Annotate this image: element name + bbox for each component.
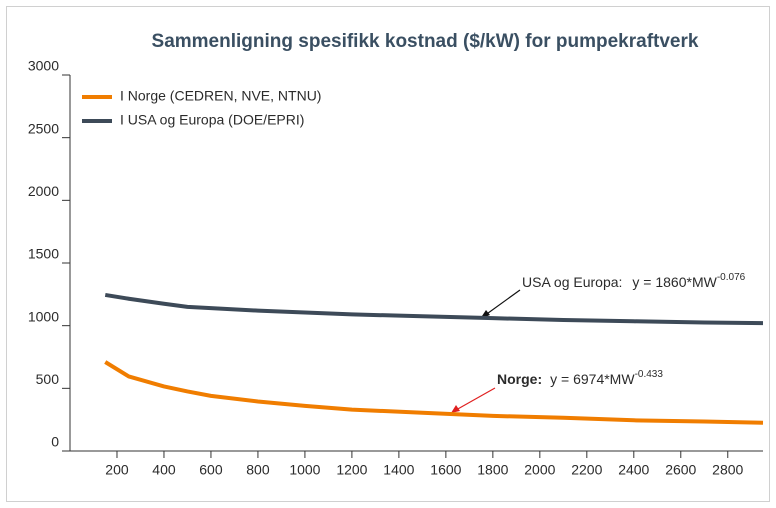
chart-title: Sammenligning spesifikk kostnad ($/kW) f…: [152, 31, 699, 52]
frame: [6, 6, 770, 502]
x-tick-label: 400: [152, 462, 176, 478]
x-tick-label: 2400: [618, 462, 649, 478]
x-tick-label: 2000: [524, 462, 555, 478]
arrow: [483, 289, 521, 317]
annotation-formula: y = 1860*MW: [632, 274, 717, 290]
legend-label: I Norge (CEDREN, NVE, NTNU): [120, 88, 321, 104]
y-tick-label: 1000: [28, 308, 59, 324]
annotation-formula: y = 6974*MW: [550, 371, 635, 387]
annotation: USA og Europa: y = 1860*MW-0.076: [522, 272, 746, 290]
annotation-label: Norge:: [497, 371, 542, 387]
y-tick-label: 0: [51, 434, 59, 450]
x-tick-label: 800: [246, 462, 270, 478]
y-tick-label: 3000: [28, 58, 59, 74]
annotation-label: USA og Europa:: [522, 274, 622, 290]
x-tick-label: 600: [199, 462, 223, 478]
y-tick-label: 500: [36, 371, 60, 387]
x-tick-label: 200: [105, 462, 129, 478]
x-tick-label: 1200: [336, 462, 367, 478]
x-tick-label: 1400: [383, 462, 414, 478]
arrow-head: [451, 405, 460, 413]
x-tick-label: 2600: [665, 462, 696, 478]
y-tick-label: 1500: [28, 246, 59, 262]
x-tick-label: 2200: [571, 462, 602, 478]
annotation-exponent: -0.076: [717, 272, 746, 283]
x-tick-label: 2800: [712, 462, 743, 478]
y-tick-label: 2500: [28, 120, 59, 136]
series-line: [104, 292, 764, 326]
x-tick-label: 1800: [477, 462, 508, 478]
annotation: Norge: y = 6974*MW-0.433: [497, 369, 663, 387]
series-line: [104, 360, 764, 425]
annotation-exponent: -0.433: [635, 369, 664, 380]
arrow: [455, 387, 496, 411]
legend-label: I USA og Europa (DOE/EPRI): [120, 112, 304, 128]
y-tick-label: 2000: [28, 183, 59, 199]
x-tick-label: 1600: [430, 462, 461, 478]
x-tick-label: 1000: [289, 462, 320, 478]
